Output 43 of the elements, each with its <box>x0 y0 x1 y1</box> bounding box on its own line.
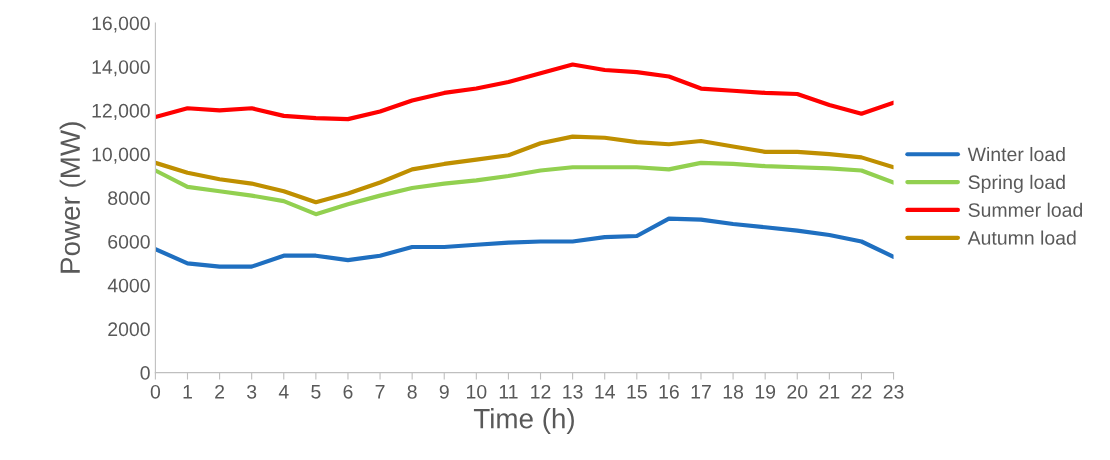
x-tick-label: 8 <box>407 384 417 399</box>
x-tick-label: 17 <box>691 385 711 399</box>
x-tick-label: 10 <box>467 384 487 399</box>
y-tick-label: 6000 <box>108 234 150 249</box>
legend-label: Summer load <box>968 202 1083 217</box>
x-tick-label: 12 <box>531 384 551 399</box>
x-tick-label: 3 <box>247 384 257 399</box>
line-series <box>155 62 894 122</box>
legend-label: Autumn load <box>967 230 1076 245</box>
x-tick-label: 21 <box>819 384 840 399</box>
line-series <box>155 134 894 205</box>
x-tick-label: 14 <box>595 385 615 399</box>
y-tick-label: 0 <box>140 366 150 380</box>
y-tick-label: 14,000 <box>92 60 150 77</box>
x-tick-label: 4 <box>278 385 289 399</box>
x-tick-label: 6 <box>343 384 353 399</box>
x-tick-label: 9 <box>439 384 449 399</box>
line-series <box>155 160 894 217</box>
x-tick-label: 22 <box>851 384 872 399</box>
x-tick-label: 2 <box>215 384 225 399</box>
x-tick-label: 16 <box>659 384 679 399</box>
legend-label: Winter load <box>967 146 1065 162</box>
x-tick-label: 11 <box>499 385 518 399</box>
y-tick-label: 8000 <box>108 191 150 206</box>
x-tick-label: 23 <box>883 384 904 399</box>
y-tick-label: 12,000 <box>92 103 150 120</box>
y-tick-label: 4000 <box>107 278 150 293</box>
x-tick-label: 20 <box>787 384 808 399</box>
y-tick-label: 2000 <box>108 322 150 337</box>
x-tick-label: 7 <box>375 385 385 399</box>
x-tick-label: 5 <box>311 385 321 399</box>
x-tick-label: 1 <box>183 385 192 399</box>
x-tick-label: 0 <box>150 384 161 399</box>
y-tick-label: 16,000 <box>92 16 150 33</box>
x-axis-title: Time (h) <box>473 408 574 434</box>
x-tick-label: 19 <box>755 384 776 399</box>
x-tick-label: 15 <box>627 385 647 399</box>
x-tick-label: 18 <box>723 384 744 399</box>
y-axis-title: Power (MW) <box>59 122 86 273</box>
y-tick-label: 10,000 <box>92 147 150 164</box>
legend-label: Spring load <box>968 174 1065 193</box>
x-tick-label: 13 <box>563 384 583 399</box>
line-series <box>155 216 894 269</box>
